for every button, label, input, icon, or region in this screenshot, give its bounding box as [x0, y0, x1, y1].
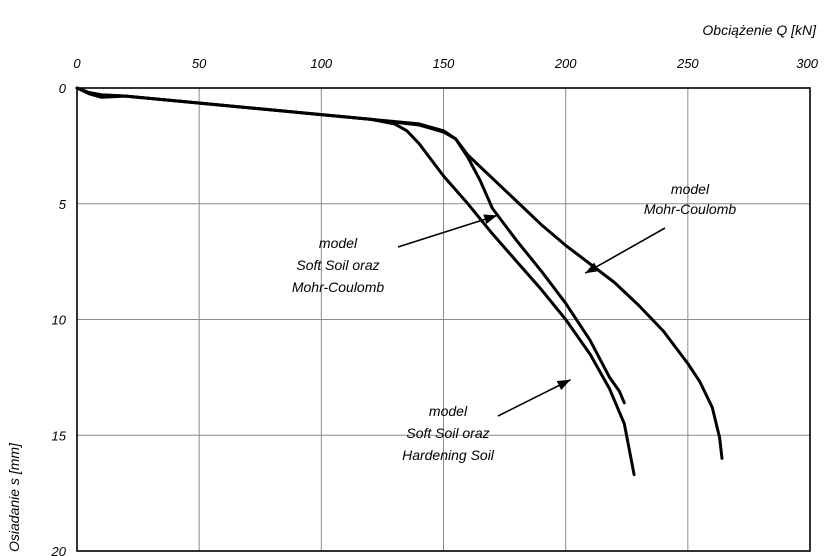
- annotation-arrow: [497, 378, 571, 417]
- annotation-arrowhead: [585, 262, 599, 274]
- annotation-text: Mohr-Coulomb: [644, 201, 737, 217]
- annotation-arrowhead: [483, 214, 498, 225]
- annotation-text: model: [671, 181, 710, 197]
- annotation-1: model Mohr-Coulomb: [584, 181, 737, 274]
- y-tick-label: 5: [59, 197, 67, 212]
- annotation-text: model: [429, 403, 468, 419]
- series-line-3: [75, 86, 724, 460]
- x-tick-label: 100: [310, 56, 332, 71]
- series-group: [75, 86, 724, 477]
- annotation-3: model Soft Soil oraz Hardening Soil: [402, 378, 571, 463]
- annotation-2: model Soft Soil oraz Mohr-Coulomb: [292, 214, 498, 295]
- y-tick-labels: 0 5 10 15 20: [51, 81, 67, 556]
- annotations: model Mohr-Coulomb model Soft Soil oraz Mohr…: [292, 181, 737, 463]
- x-tick-label: 300: [796, 56, 818, 71]
- y-tick-label: 0: [59, 81, 67, 96]
- annotation-text: model: [319, 235, 358, 251]
- grid: [76, 87, 811, 552]
- x-tick-label: 0: [73, 56, 81, 71]
- annotation-text: Soft Soil oraz: [406, 425, 489, 441]
- y-axis-title: Osiadanie s [mm]: [6, 442, 22, 552]
- y-tick-label: 10: [52, 313, 67, 328]
- x-tick-label: 150: [433, 56, 455, 71]
- x-axis-title: Obciążenie Q [kN]: [702, 22, 817, 38]
- y-tick-label: 15: [52, 428, 67, 443]
- x-tick-labels: 0 50 100 150 200 250 300: [73, 56, 818, 71]
- annotation-arrow: [584, 227, 666, 274]
- y-tick-label: 20: [51, 544, 67, 556]
- annotation-text: Soft Soil oraz: [296, 257, 379, 273]
- x-tick-label: 200: [554, 56, 577, 71]
- annotation-text: Hardening Soil: [402, 447, 495, 463]
- x-tick-label: 50: [192, 56, 207, 71]
- annotation-arrow: [397, 214, 498, 248]
- plot-frame: [76, 87, 811, 552]
- annotation-text: Mohr-Coulomb: [292, 279, 385, 295]
- x-tick-label: 250: [676, 56, 699, 71]
- annotation-arrowhead: [556, 379, 571, 390]
